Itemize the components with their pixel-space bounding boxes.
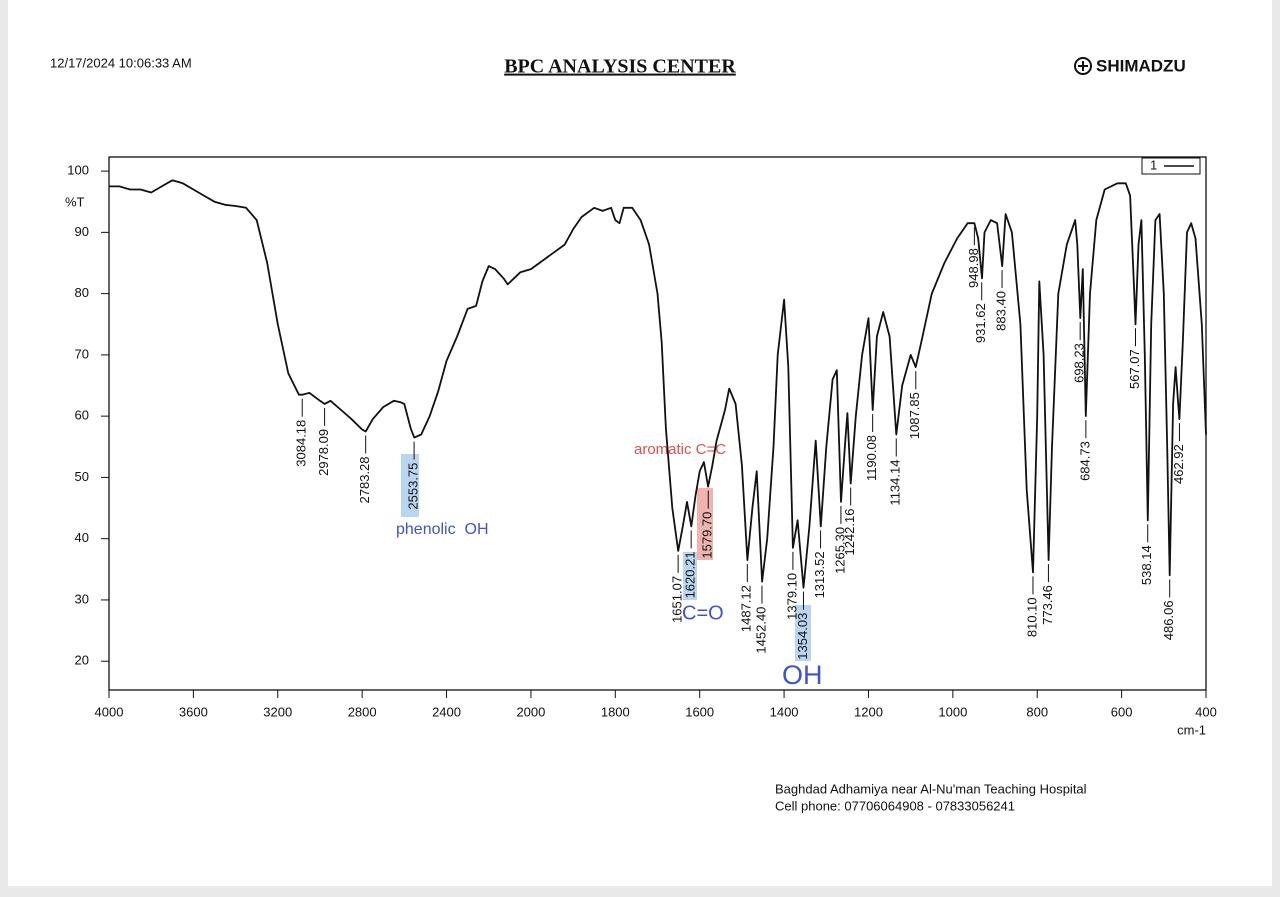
- peak-label: 810.10: [1024, 597, 1039, 637]
- y-tick-label: 50: [75, 469, 89, 484]
- x-tick-label: 400: [1195, 704, 1217, 719]
- highlight: [401, 454, 419, 517]
- peak-label: 3084.18: [294, 420, 309, 467]
- peak-label: 2553.75: [406, 463, 421, 510]
- y-axis-label: %T: [65, 194, 85, 209]
- peak-label: 773.46: [1040, 585, 1055, 625]
- x-tick-label: 1200: [854, 704, 883, 719]
- brand: SHIMADZU: [1096, 56, 1186, 75]
- peak-label: 2978.09: [316, 429, 331, 476]
- x-tick-label: 3200: [263, 704, 292, 719]
- x-tick-label: 1800: [601, 704, 630, 719]
- peak-label: 1265.30: [832, 527, 847, 574]
- peak-label: 698.23: [1072, 343, 1087, 383]
- x-tick-label: 1600: [685, 704, 714, 719]
- peak-label: 538.14: [1139, 545, 1154, 585]
- peak-label: 1087.85: [907, 392, 922, 439]
- logo-circle: [1074, 57, 1092, 75]
- footer-phone: Cell phone: 07706064908 - 07833056241: [775, 798, 1015, 813]
- peak-label: 1651.07: [670, 576, 685, 623]
- peak-label: 1134.14: [888, 460, 903, 506]
- peak-label: 1579.70: [700, 512, 715, 559]
- legend-label: 1: [1150, 157, 1157, 172]
- y-tick-label: 40: [75, 530, 89, 545]
- highlight: [683, 552, 697, 600]
- x-axis-label: cm-1: [1177, 722, 1206, 737]
- highlight: [697, 488, 713, 560]
- paper: [8, 0, 1272, 886]
- y-tick-label: 90: [75, 224, 89, 239]
- x-tick-label: 800: [1026, 704, 1048, 719]
- y-tick-label: 70: [75, 346, 89, 361]
- x-tick-label: 4000: [95, 704, 124, 719]
- annotation: C=O: [682, 602, 724, 624]
- spectrum-line: [109, 179, 1207, 589]
- peak-label: 567.07: [1127, 349, 1142, 389]
- annotation: phenolic OH: [396, 521, 489, 538]
- x-tick-label: 1000: [938, 704, 967, 719]
- x-tick-label: 2000: [516, 704, 545, 719]
- x-tick-label: 1400: [770, 704, 799, 719]
- y-tick-label: 80: [75, 285, 89, 300]
- y-tick-label: 60: [75, 408, 89, 423]
- x-tick-label: 600: [1111, 704, 1133, 719]
- peak-label: 2783.28: [357, 456, 372, 503]
- peak-label: 1620.21: [683, 551, 698, 598]
- y-tick-label: 20: [75, 653, 89, 668]
- peak-label: 462.92: [1171, 444, 1186, 484]
- y-tick-label: 30: [75, 591, 89, 606]
- peak-label: 1379.10: [784, 573, 799, 620]
- x-tick-label: 2400: [432, 704, 461, 719]
- peak-label: 486.06: [1161, 600, 1176, 640]
- peak-label: 1487.12: [739, 585, 754, 632]
- report-title: BPC ANALYSIS CENTER: [504, 56, 736, 78]
- annotation: aromatic C=C: [634, 441, 726, 458]
- annotation: OH: [782, 660, 823, 690]
- brand-logo: [1074, 57, 1092, 75]
- peak-label: 948.98: [966, 248, 981, 288]
- peak-label: 1354.03: [795, 613, 810, 660]
- peak-label: 1452.40: [753, 607, 768, 654]
- footer-address: Baghdad Adhamiya near Al-Nu'man Teaching…: [775, 781, 1087, 796]
- x-tick-label: 2800: [348, 704, 377, 719]
- peak-label: 684.73: [1077, 441, 1092, 481]
- peak-label: 1242.16: [842, 509, 857, 556]
- x-tick-label: 3600: [179, 704, 208, 719]
- datetime: 12/17/2024 10:06:33 AM: [50, 55, 192, 70]
- peak-label: 1190.08: [864, 435, 879, 481]
- highlight: [795, 605, 811, 661]
- peak-label: 1313.52: [812, 551, 827, 598]
- y-tick-label: 100: [67, 163, 89, 178]
- peak-label: 883.40: [993, 291, 1008, 331]
- peak-label: 931.62: [973, 303, 988, 343]
